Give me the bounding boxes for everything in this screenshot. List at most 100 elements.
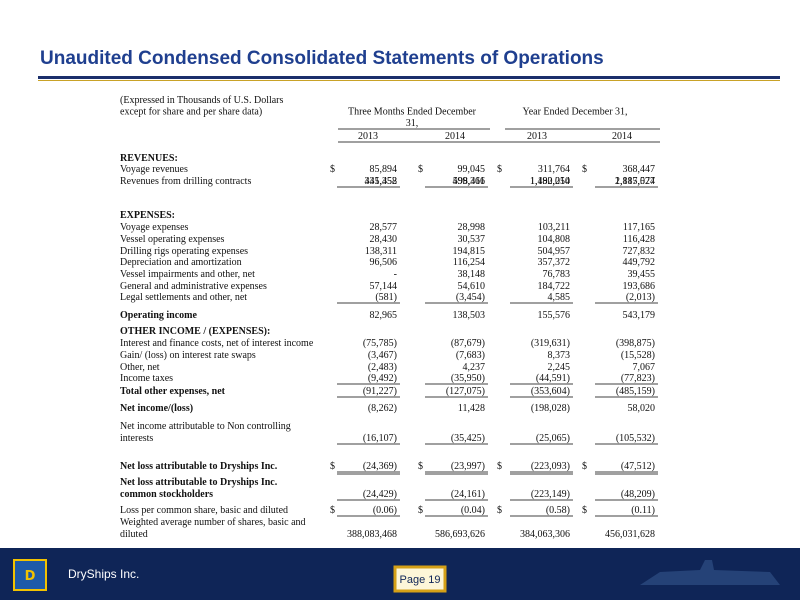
row-label: Interest and finance costs, net of inter… (120, 338, 314, 349)
year-header: 2013 (358, 131, 378, 142)
row-label: Weighted average number of shares, basic… (120, 517, 306, 528)
cell-value: (3,454) (456, 292, 485, 303)
row-label: Gain/ (loss) on interest rate swaps (120, 350, 256, 361)
page-box (393, 565, 447, 593)
cell-value: (2,483) (368, 362, 397, 373)
currency: $ (497, 505, 502, 516)
cell-value: 4,585 (548, 292, 571, 303)
currency: $ (497, 164, 502, 175)
cell-value: 598,411 (453, 176, 485, 187)
cell-value: 104,808 (538, 234, 571, 245)
cell-value: 431,352 (365, 176, 398, 187)
row-label: diluted (120, 529, 148, 540)
cell-value: 54,610 (458, 281, 486, 292)
row-label: REVENUES: (120, 153, 178, 164)
currency: $ (330, 164, 335, 175)
cell-value: (9,492) (368, 373, 397, 384)
cell-value: (398,875) (616, 338, 655, 349)
year-header: 2014 (445, 131, 465, 142)
logo-letter: D (25, 569, 36, 584)
cell-value: 96,506 (370, 257, 398, 268)
row-label: Total other expenses, net (120, 386, 226, 397)
cell-value: (8,262) (368, 403, 397, 414)
cell-value: 2,185,524 (615, 176, 655, 187)
cell-value: (16,107) (363, 433, 397, 444)
company-name: DryShips Inc. (68, 567, 139, 581)
cell-value: (44,591) (536, 373, 570, 384)
cell-value: (75,785) (363, 338, 397, 349)
row-label: Income taxes (120, 373, 173, 384)
row-label: Vessel impairments and other, net (120, 269, 255, 280)
cell-value: (353,604) (531, 386, 570, 397)
cell-value: 116,254 (453, 257, 485, 268)
currency: $ (330, 505, 335, 516)
cell-value: 388,083,468 (347, 529, 397, 540)
cell-value: (24,161) (451, 489, 485, 500)
slide-title: Unaudited Condensed Consolidated Stateme… (40, 48, 604, 69)
cell-value: (198,028) (531, 403, 570, 414)
cell-value: 499,366 (453, 176, 486, 187)
cell-value: (0.11) (631, 505, 655, 516)
cell-value: 194,815 (453, 246, 486, 257)
row-label: Net income attributable to Non controlli… (120, 421, 291, 432)
cell-value: 116,428 (623, 234, 655, 245)
cell-value: 345,458 (365, 176, 398, 187)
cell-value: (0.58) (546, 505, 570, 516)
cell-value: 2,245 (548, 362, 571, 373)
row-label: common stockholders (120, 489, 213, 500)
row-label: OTHER INCOME / (EXPENSES): (120, 326, 270, 337)
cell-value: 586,693,626 (435, 529, 485, 540)
page-number: Page 19 (400, 574, 441, 586)
cell-value: 543,179 (623, 310, 656, 321)
cell-value: 357,372 (538, 257, 571, 268)
cell-value: (35,425) (451, 433, 485, 444)
cell-value: (47,512) (621, 461, 655, 472)
title-rule (38, 76, 780, 79)
row-label: General and administrative expenses (120, 281, 267, 292)
row-label: Legal settlements and other, net (120, 292, 247, 303)
column-group: Three Months Ended December (348, 107, 477, 118)
cell-value: (35,950) (451, 373, 485, 384)
cell-value: (48,209) (621, 489, 655, 500)
cell-value: 193,686 (623, 281, 656, 292)
cell-value: 11,428 (458, 403, 485, 414)
row-label: Other, net (120, 362, 160, 373)
cell-value: 138,503 (453, 310, 486, 321)
caption: (Expressed in Thousands of U.S. Dollars (120, 95, 284, 106)
currency: $ (497, 461, 502, 472)
cell-value: 504,957 (538, 246, 571, 257)
title-rule-gold (38, 80, 780, 81)
cell-value: (105,532) (616, 433, 655, 444)
cell-value: (0.06) (373, 505, 397, 516)
row-label: Net loss attributable to Dryships Inc. (120, 477, 278, 488)
cell-value: 7,067 (633, 362, 656, 373)
row-label: Net loss attributable to Dryships Inc. (120, 461, 278, 472)
cell-value: (87,679) (451, 338, 485, 349)
cell-value: 368,447 (623, 164, 656, 175)
cell-value: (127,075) (446, 386, 485, 397)
caption: except for share and per share data) (120, 107, 262, 118)
cell-value: 8,373 (548, 350, 571, 361)
row-label: Operating income (120, 310, 197, 321)
cell-value: (15,528) (621, 350, 655, 361)
cell-value: 28,577 (370, 222, 398, 233)
year-header: 2014 (612, 131, 632, 142)
cell-value: 155,576 (538, 310, 571, 321)
row-label: Revenues from drilling contracts (120, 176, 251, 187)
currency: $ (582, 505, 587, 516)
row-label: Voyage expenses (120, 222, 189, 233)
cell-value: 1,817,077 (615, 176, 655, 187)
cell-value: 30,537 (458, 234, 486, 245)
cell-value: (77,823) (621, 373, 655, 384)
row-label: Net income/(loss) (120, 403, 193, 414)
cell-value: (581) (375, 292, 397, 303)
row-label: Vessel operating expenses (120, 234, 225, 245)
cell-value: (23,997) (451, 461, 485, 472)
cell-value: 39,455 (628, 269, 656, 280)
cell-value: 4,237 (463, 362, 486, 373)
cell-value: (24,369) (363, 461, 397, 472)
cell-value: (223,093) (531, 461, 570, 472)
currency: $ (418, 505, 423, 516)
cell-value: 1,180,250 (530, 176, 570, 187)
